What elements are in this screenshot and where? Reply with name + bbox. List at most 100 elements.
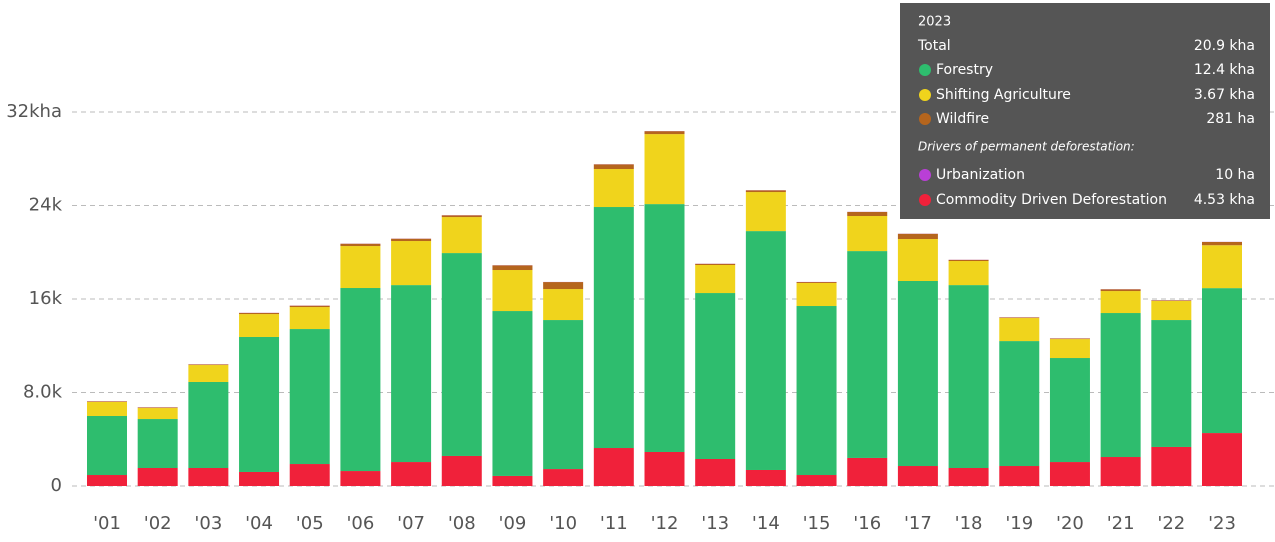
bar-segment [1101,289,1141,291]
tooltip-text: 10 ha [1215,167,1255,183]
bar-segment [645,131,685,134]
bar-segment [188,468,228,486]
x-tick-label: '11 [600,513,628,534]
bar-segment [391,241,431,285]
bar-segment [999,341,1039,466]
bar-segment [290,464,330,486]
bar-segment [695,293,735,459]
legend-marker [919,113,931,125]
x-tick-label: '07 [397,513,425,534]
bar-segment [797,282,837,283]
bar-segment [340,288,380,471]
bar-segment [949,261,989,285]
bar-segment [1050,339,1090,340]
bar-segment [797,475,837,486]
tooltip-text: Wildfire [936,111,989,127]
bar-segment [340,246,380,288]
bar-segment [847,216,887,251]
bar-segment [290,306,330,307]
bar-segment [442,253,482,456]
bar-segment [442,215,482,217]
bar-segment [492,476,532,486]
bar-segment [492,265,532,270]
bar-segment [949,468,989,486]
tooltip-text: Shifting Agriculture [936,87,1071,103]
bar-segment [138,468,178,486]
bar-segment [188,382,228,468]
bar-segment [1101,313,1141,457]
y-tick-label: 32kha [6,101,62,122]
bar-segment [746,192,786,231]
tooltip-text: Total [917,38,951,54]
bar-segment [1202,245,1242,288]
legend-marker [919,194,931,206]
bar-segment [594,448,634,486]
bar-segment [797,283,837,306]
bar-segment [1101,291,1141,313]
x-tick-label: '22 [1157,513,1185,534]
bar-segment [188,365,228,382]
bar-segment [1202,288,1242,433]
x-tick-label: '15 [803,513,831,534]
bar-segment [138,419,178,468]
bar-segment [746,470,786,486]
tooltip-text: 281 ha [1206,111,1255,127]
x-tick-label: '03 [194,513,222,534]
bar-segment [492,311,532,476]
bar-segment [239,337,279,472]
bar-segment [290,307,330,329]
bar-segment [594,169,634,207]
bar-segment [594,207,634,448]
x-tick-label: '06 [346,513,374,534]
bar-segment [239,313,279,314]
bar-segment [87,401,127,402]
bar-segment [1202,242,1242,245]
legend-marker [919,89,931,101]
bar-segment [898,234,938,239]
legend-marker [919,64,931,76]
bar-segment [645,452,685,486]
bar-segment [999,317,1039,318]
bar-segment [645,204,685,452]
bar-segment [949,285,989,468]
bar-segment [543,282,583,289]
bar-segment [87,416,127,475]
tooltip-text: Commodity Driven Deforestation [936,192,1167,208]
bar-segment [999,466,1039,486]
bar-segment [1151,300,1191,301]
bar-segment [1050,339,1090,358]
bar-segment [1050,358,1090,462]
x-tick-label: '18 [955,513,983,534]
tooltip-text: 3.67 kha [1194,87,1255,103]
tooltip-text: Urbanization [936,167,1025,183]
tooltip-text: Forestry [936,62,993,78]
y-tick-label: 16k [29,288,63,309]
x-tick-label: '13 [701,513,729,534]
x-tick-label: '05 [296,513,324,534]
x-tick-label: '16 [853,513,881,534]
bar-segment [1202,433,1242,486]
bar-segment [645,134,685,204]
x-tick-label: '02 [144,513,172,534]
bar-segment [1151,320,1191,447]
x-tick-label: '23 [1208,513,1236,534]
bar-segment [138,408,178,419]
bar-segment [898,466,938,486]
bar-segment [999,318,1039,341]
x-tick-label: '12 [651,513,679,534]
y-tick-label: 24k [29,195,63,216]
bar-segment [695,265,735,293]
bar-segment [746,231,786,470]
bar-segment [594,164,634,169]
x-tick-label: '09 [499,513,527,534]
x-tick-label: '21 [1107,513,1135,534]
tooltip-text: 20.9 kha [1194,38,1255,54]
bar-segment [138,407,178,408]
bar-segment [239,472,279,486]
tooltip-text: 12.4 kha [1194,62,1255,78]
bar-segment [340,244,380,246]
bar-segment [695,264,735,265]
bar-segment [847,212,887,216]
bar-segment [1151,301,1191,320]
